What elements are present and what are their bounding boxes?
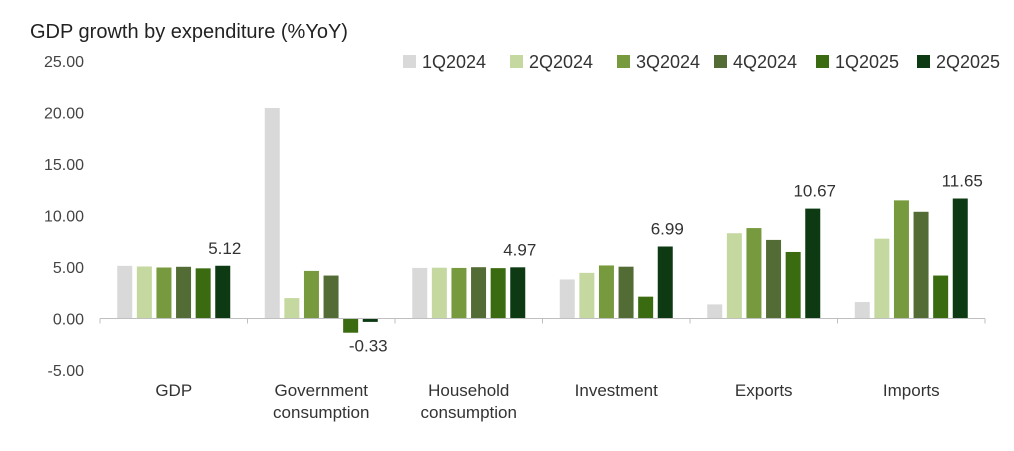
x-category-label: Investment bbox=[575, 381, 658, 400]
data-label: 10.67 bbox=[793, 182, 836, 201]
bar-4q2024-cat-4 bbox=[766, 239, 782, 319]
bar-1q2024-cat-5 bbox=[854, 302, 870, 319]
legend-label: 1Q2024 bbox=[422, 52, 486, 72]
bar-2q2025-cat-1 bbox=[362, 318, 378, 322]
bar-1q2025-cat-4 bbox=[785, 251, 801, 319]
bar-2q2024-cat-4 bbox=[726, 233, 742, 319]
legend-swatch bbox=[510, 55, 523, 68]
bar-2q2025-cat-3 bbox=[657, 246, 673, 319]
x-category-label: Exports bbox=[735, 381, 793, 400]
data-label: 4.97 bbox=[503, 240, 536, 259]
bar-1q2025-cat-1 bbox=[343, 318, 359, 333]
bar-3q2024-cat-3 bbox=[598, 265, 614, 319]
bar-3q2024-cat-2 bbox=[451, 267, 467, 319]
bar-4q2024-cat-1 bbox=[323, 275, 339, 319]
chart-title: GDP growth by expenditure (%YoY) bbox=[30, 21, 348, 43]
data-label: -0.33 bbox=[349, 337, 388, 356]
y-tick-label: 20.00 bbox=[44, 106, 84, 123]
bar-2q2025-cat-5 bbox=[952, 198, 968, 319]
bar-2q2025-cat-4 bbox=[805, 208, 821, 319]
bar-1q2024-cat-4 bbox=[707, 304, 723, 319]
data-labels: 5.12 -0.33 4.97 6.99 10.67 11.65 bbox=[208, 172, 983, 356]
y-tick-label: 0.00 bbox=[53, 312, 84, 329]
legend-label: 1Q2025 bbox=[835, 52, 899, 72]
x-category-label: Imports bbox=[883, 381, 940, 400]
bar-1q2024-cat-3 bbox=[559, 279, 575, 319]
bar-4q2024-cat-5 bbox=[913, 211, 929, 319]
data-label: 6.99 bbox=[651, 220, 684, 239]
legend-swatch bbox=[617, 55, 630, 68]
bar-2q2024-cat-3 bbox=[579, 272, 595, 319]
legend: 1Q2024 2Q2024 3Q2024 4Q2024 1Q2025 2Q2025 bbox=[403, 52, 1000, 72]
bar-2q2024-cat-2 bbox=[431, 267, 447, 319]
bar-1q2025-cat-0 bbox=[195, 268, 211, 319]
legend-swatch bbox=[403, 55, 416, 68]
bar-2q2025-cat-0 bbox=[215, 265, 231, 319]
x-axis: GDP Government consumption Household consump… bbox=[99, 318, 986, 422]
bar-3q2024-cat-4 bbox=[746, 228, 762, 319]
bar-1q2025-cat-2 bbox=[490, 268, 506, 319]
bar-3q2024-cat-1 bbox=[303, 270, 319, 319]
bars bbox=[117, 107, 968, 333]
bar-2q2024-cat-0 bbox=[136, 266, 152, 319]
legend-swatch bbox=[816, 55, 829, 68]
bar-2q2024-cat-1 bbox=[284, 298, 300, 319]
bar-1q2025-cat-3 bbox=[638, 296, 654, 319]
x-category-label: Household bbox=[428, 381, 509, 400]
legend-label: 2Q2025 bbox=[936, 52, 1000, 72]
data-label: 11.65 bbox=[942, 172, 983, 191]
bar-1q2024-cat-1 bbox=[264, 107, 280, 319]
y-tick-label: -5.00 bbox=[48, 363, 85, 380]
bar-3q2024-cat-5 bbox=[893, 200, 909, 319]
y-tick-label: 15.00 bbox=[44, 157, 84, 174]
bar-1q2025-cat-5 bbox=[933, 275, 949, 319]
bar-4q2024-cat-3 bbox=[618, 266, 634, 319]
data-label: 5.12 bbox=[208, 239, 241, 258]
legend-swatch bbox=[714, 55, 727, 68]
bar-1q2024-cat-2 bbox=[412, 267, 428, 319]
x-category-label: consumption bbox=[421, 403, 517, 422]
y-tick-label: 10.00 bbox=[44, 209, 84, 226]
y-tick-label: 25.00 bbox=[44, 54, 84, 71]
bar-1q2024-cat-0 bbox=[117, 265, 133, 319]
legend-label: 2Q2024 bbox=[529, 52, 593, 72]
legend-label: 3Q2024 bbox=[636, 52, 700, 72]
bar-4q2024-cat-2 bbox=[471, 267, 487, 319]
legend-swatch bbox=[917, 55, 930, 68]
bar-2q2025-cat-2 bbox=[510, 267, 526, 319]
x-category-label: GDP bbox=[155, 381, 192, 400]
bar-2q2024-cat-5 bbox=[874, 238, 890, 319]
x-category-label: Government bbox=[274, 381, 368, 400]
y-axis: 25.00 20.00 15.00 10.00 5.00 0.00 -5.00 bbox=[44, 54, 84, 380]
x-category-label: consumption bbox=[273, 403, 369, 422]
y-tick-label: 5.00 bbox=[53, 260, 84, 277]
bar-4q2024-cat-0 bbox=[176, 266, 192, 319]
legend-label: 4Q2024 bbox=[733, 52, 797, 72]
bar-3q2024-cat-0 bbox=[156, 267, 172, 319]
